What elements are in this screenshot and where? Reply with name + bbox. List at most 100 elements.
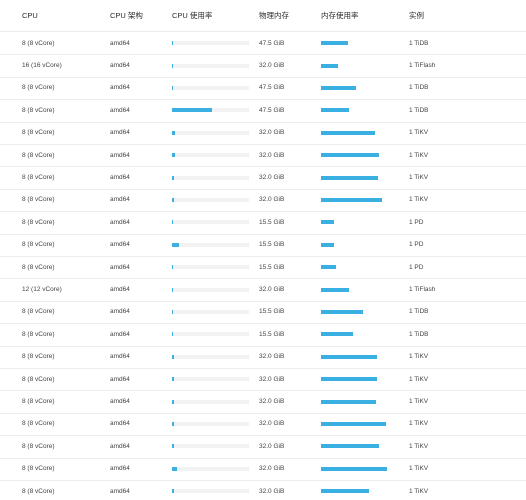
memory-usage-bar-fill (321, 309, 363, 314)
table-row[interactable]: 8 (8 vCore) amd64 32.0 GiB 1 TiKV (0, 413, 526, 437)
cpu-usage-bar (172, 41, 249, 46)
instance-cell: 1 TiKV (409, 151, 429, 159)
cpu-cell: 8 (8 vCore) (22, 353, 55, 361)
memory-usage-bar (321, 309, 387, 314)
cpu-cell: 8 (8 vCore) (22, 263, 55, 271)
cpu-cell: 8 (8 vCore) (22, 375, 55, 383)
table-row[interactable]: 8 (8 vCore) amd64 32.0 GiB 1 TiKV (0, 480, 526, 500)
instance-cell: 1 TiKV (409, 398, 429, 406)
memory-cell: 32.0 GiB (259, 398, 285, 406)
table-row[interactable]: 8 (8 vCore) amd64 47.5 GiB 1 TiDB (0, 77, 526, 101)
column-header-cpu[interactable]: CPU (22, 11, 38, 20)
cpu-usage-bar (172, 332, 249, 337)
instance-cell: 1 TiDB (409, 39, 429, 47)
cpu-cell: 8 (8 vCore) (22, 330, 55, 338)
arch-cell: amd64 (110, 84, 130, 92)
cpu-cell: 8 (8 vCore) (22, 442, 55, 450)
memory-cell: 32.0 GiB (259, 174, 285, 182)
cpu-cell: 8 (8 vCore) (22, 308, 55, 316)
table-row[interactable]: 8 (8 vCore) amd64 47.5 GiB 1 TiDB (0, 99, 526, 123)
table-row[interactable]: 16 (16 vCore) amd64 32.0 GiB 1 TiFlash (0, 54, 526, 78)
memory-cell: 32.0 GiB (259, 465, 285, 473)
memory-usage-bar-fill (321, 108, 350, 113)
memory-cell: 32.0 GiB (259, 375, 285, 383)
table-row[interactable]: 8 (8 vCore) amd64 15.5 GiB 1 PD (0, 234, 526, 257)
table-row[interactable]: 8 (8 vCore) amd64 15.5 GiB 1 PD (0, 211, 526, 235)
arch-cell: amd64 (110, 174, 130, 182)
memory-usage-bar (321, 85, 387, 90)
cpu-usage-bar (172, 197, 249, 202)
table-row[interactable]: 8 (8 vCore) amd64 32.0 GiB 1 TiKV (0, 189, 526, 213)
cpu-usage-bar-fill (172, 309, 173, 314)
arch-cell: amd64 (110, 353, 130, 361)
memory-usage-bar-fill (321, 287, 350, 292)
cpu-cell: 8 (8 vCore) (22, 196, 55, 204)
cpu-usage-bar-fill (172, 85, 173, 90)
table-row[interactable]: 8 (8 vCore) amd64 15.5 GiB 1 TiDB (0, 301, 526, 325)
column-header-mem-usage[interactable]: 内存使用率 (321, 11, 359, 20)
table-row[interactable]: 8 (8 vCore) amd64 32.0 GiB 1 TiKV (0, 390, 526, 414)
table-row[interactable]: 8 (8 vCore) amd64 47.5 GiB 1 TiDB (0, 32, 526, 56)
cpu-usage-bar (172, 108, 249, 113)
cpu-usage-bar-fill (172, 108, 213, 113)
memory-cell: 32.0 GiB (259, 442, 285, 450)
arch-cell: amd64 (110, 263, 130, 271)
arch-cell: amd64 (110, 308, 130, 316)
cpu-cell: 8 (8 vCore) (22, 398, 55, 406)
column-header-instance[interactable]: 实例 (409, 11, 424, 20)
table-row[interactable]: 8 (8 vCore) amd64 15.5 GiB 1 PD (0, 256, 526, 280)
cpu-usage-bar-fill (172, 63, 173, 68)
memory-usage-bar (321, 153, 387, 158)
memory-cell: 15.5 GiB (259, 218, 285, 226)
memory-cell: 32.0 GiB (259, 353, 285, 361)
arch-cell: amd64 (110, 39, 130, 47)
instance-cell: 1 TiKV (409, 420, 429, 428)
cpu-usage-bar (172, 444, 249, 449)
column-header-arch[interactable]: CPU 架构 (110, 11, 143, 20)
memory-usage-bar (321, 466, 387, 471)
column-header-memory[interactable]: 物理内存 (259, 11, 289, 20)
memory-usage-bar-fill (321, 354, 378, 359)
memory-usage-bar (321, 108, 387, 113)
table-row[interactable]: 8 (8 vCore) amd64 32.0 GiB 1 TiKV (0, 435, 526, 459)
table-row[interactable]: 8 (8 vCore) amd64 32.0 GiB 1 TiKV (0, 368, 526, 392)
table-header: CPU CPU 架构 CPU 使用率 物理内存 内存使用率 实例 (0, 0, 526, 32)
column-header-cpu-usage[interactable]: CPU 使用率 (172, 11, 213, 20)
cpu-usage-bar-fill (172, 421, 174, 426)
cpu-usage-bar (172, 130, 249, 135)
memory-usage-bar (321, 421, 387, 426)
memory-usage-bar-fill (321, 265, 336, 270)
table-row[interactable]: 8 (8 vCore) amd64 32.0 GiB 1 TiKV (0, 458, 526, 481)
table-row[interactable]: 12 (12 vCore) amd64 32.0 GiB 1 TiFlash (0, 278, 526, 302)
table-row[interactable]: 8 (8 vCore) amd64 32.0 GiB 1 TiKV (0, 144, 526, 168)
instance-cell: 1 TiDB (409, 330, 429, 338)
arch-cell: amd64 (110, 330, 130, 338)
cpu-usage-bar-fill (172, 197, 174, 202)
table-row[interactable]: 8 (8 vCore) amd64 15.5 GiB 1 TiDB (0, 323, 526, 347)
instance-cell: 1 TiKV (409, 353, 429, 361)
cpu-usage-bar (172, 421, 249, 426)
table-row[interactable]: 8 (8 vCore) amd64 32.0 GiB 1 TiKV (0, 346, 526, 369)
table-row[interactable]: 8 (8 vCore) amd64 32.0 GiB 1 TiKV (0, 122, 526, 145)
instance-cell: 1 PD (409, 263, 424, 271)
cpu-usage-bar (172, 287, 249, 292)
memory-usage-bar-fill (321, 332, 353, 337)
cpu-usage-bar-fill (172, 444, 175, 449)
cpu-usage-bar-fill (172, 130, 176, 135)
cpu-usage-bar (172, 242, 249, 247)
table-row[interactable]: 8 (8 vCore) amd64 32.0 GiB 1 TiKV (0, 166, 526, 190)
instance-cell: 1 PD (409, 218, 424, 226)
instance-cell: 1 PD (409, 241, 424, 249)
memory-usage-bar (321, 130, 387, 135)
cpu-cell: 8 (8 vCore) (22, 84, 55, 92)
cpu-usage-bar (172, 399, 249, 404)
cpu-cell: 8 (8 vCore) (22, 487, 55, 495)
memory-usage-bar-fill (321, 466, 387, 471)
cpu-cell: 8 (8 vCore) (22, 151, 55, 159)
instance-cell: 1 TiKV (409, 174, 429, 182)
memory-usage-bar-fill (321, 63, 338, 68)
cpu-usage-bar-fill (172, 220, 173, 225)
instance-cell: 1 TiKV (409, 196, 429, 204)
arch-cell: amd64 (110, 465, 130, 473)
instance-cell: 1 TiKV (409, 465, 429, 473)
